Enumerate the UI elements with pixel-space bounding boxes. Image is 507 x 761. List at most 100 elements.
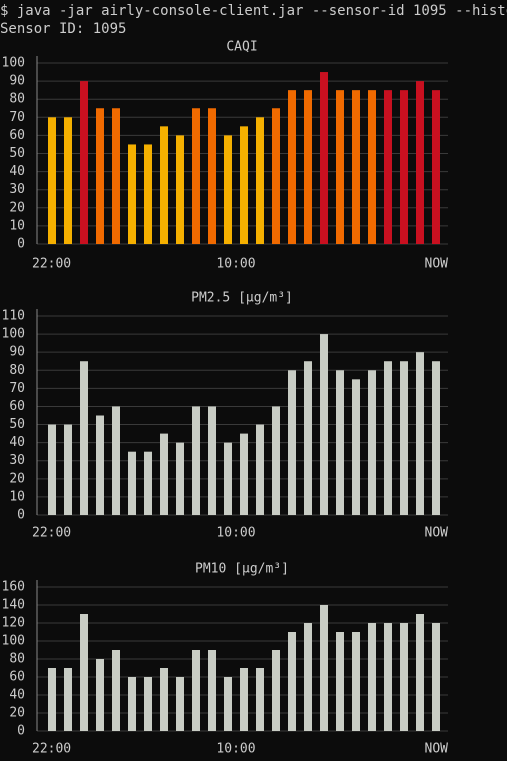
- bar: [368, 370, 376, 515]
- bar: [384, 361, 392, 515]
- chart-title: PM10 [µg/m³]: [195, 562, 289, 577]
- bar: [208, 650, 216, 731]
- bar: [256, 117, 264, 244]
- x-tick-label: 10:00: [216, 526, 255, 541]
- bar: [304, 361, 312, 515]
- bar: [80, 361, 88, 515]
- bar: [80, 81, 88, 244]
- bar: [432, 623, 440, 731]
- bar: [256, 424, 264, 515]
- y-tick-label: 100: [2, 56, 25, 71]
- bar: [224, 677, 232, 731]
- bar: [416, 614, 424, 731]
- bar: [368, 623, 376, 731]
- bar: [288, 632, 296, 731]
- y-tick-label: 60: [9, 399, 25, 414]
- y-tick-label: 70: [9, 110, 25, 125]
- bar: [336, 370, 344, 515]
- command-line: $ java -jar airly-console-client.jar --s…: [0, 3, 507, 19]
- bar: [432, 90, 440, 245]
- bar: [320, 334, 328, 515]
- bar: [416, 81, 424, 244]
- bar: [144, 451, 152, 515]
- y-tick-label: 100: [2, 634, 25, 649]
- y-tick-label: 90: [9, 74, 25, 89]
- x-tick-label: 22:00: [32, 526, 71, 541]
- y-tick-label: 50: [9, 146, 25, 161]
- y-tick-label: 20: [9, 471, 25, 486]
- y-tick-label: 40: [9, 688, 25, 703]
- x-tick-label: 10:00: [216, 257, 255, 272]
- bar: [288, 90, 296, 245]
- y-tick-label: 60: [9, 670, 25, 685]
- bar: [64, 424, 72, 515]
- y-tick-label: 60: [9, 128, 25, 143]
- bar: [240, 126, 248, 244]
- bar: [192, 650, 200, 731]
- bar: [352, 379, 360, 515]
- chart-title: PM2.5 [µg/m³]: [191, 291, 293, 306]
- y-tick-label: 80: [9, 652, 25, 667]
- bar: [80, 614, 88, 731]
- bar: [272, 108, 280, 244]
- x-tick-label: NOW: [425, 526, 449, 541]
- bar: [400, 361, 408, 515]
- bar: [96, 415, 104, 515]
- bar: [208, 108, 216, 244]
- y-tick-label: 90: [9, 345, 25, 360]
- bar: [384, 623, 392, 731]
- y-tick-label: 50: [9, 417, 25, 432]
- bar: [112, 108, 120, 244]
- bar: [48, 424, 56, 515]
- y-tick-label: 70: [9, 381, 25, 396]
- y-tick-label: 30: [9, 182, 25, 197]
- bar: [400, 623, 408, 731]
- y-tick-label: 0: [17, 508, 25, 523]
- bar: [64, 668, 72, 731]
- bar: [368, 90, 376, 245]
- bar: [224, 442, 232, 515]
- bar: [112, 406, 120, 515]
- bar: [384, 90, 392, 245]
- bar: [336, 632, 344, 731]
- y-tick-label: 140: [2, 598, 25, 613]
- y-tick-label: 40: [9, 435, 25, 450]
- bar: [160, 668, 168, 731]
- y-tick-label: 10: [9, 218, 25, 233]
- bar: [144, 144, 152, 244]
- bar: [48, 668, 56, 731]
- bar: [352, 90, 360, 245]
- y-tick-label: 0: [17, 237, 25, 252]
- bar: [320, 605, 328, 731]
- x-tick-label: 10:00: [216, 742, 255, 757]
- bar: [160, 433, 168, 515]
- bar: [352, 632, 360, 731]
- bar: [240, 433, 248, 515]
- bar: [64, 117, 72, 244]
- bar: [272, 406, 280, 515]
- y-tick-label: 110: [2, 309, 25, 324]
- bar: [96, 659, 104, 731]
- bar: [400, 90, 408, 245]
- bar: [96, 108, 104, 244]
- y-tick-label: 0: [17, 724, 25, 739]
- bar: [432, 361, 440, 515]
- bar: [192, 108, 200, 244]
- sensor-line: Sensor ID: 1095: [0, 21, 126, 37]
- bar: [208, 406, 216, 515]
- y-tick-label: 20: [9, 706, 25, 721]
- y-tick-label: 80: [9, 363, 25, 378]
- bar: [176, 442, 184, 515]
- x-tick-label: NOW: [425, 742, 449, 757]
- x-tick-label: 22:00: [32, 742, 71, 757]
- bar: [256, 668, 264, 731]
- bar: [304, 623, 312, 731]
- y-tick-label: 20: [9, 200, 25, 215]
- y-tick-label: 100: [2, 327, 25, 342]
- y-tick-label: 160: [2, 580, 25, 595]
- bar: [240, 668, 248, 731]
- bar: [160, 126, 168, 244]
